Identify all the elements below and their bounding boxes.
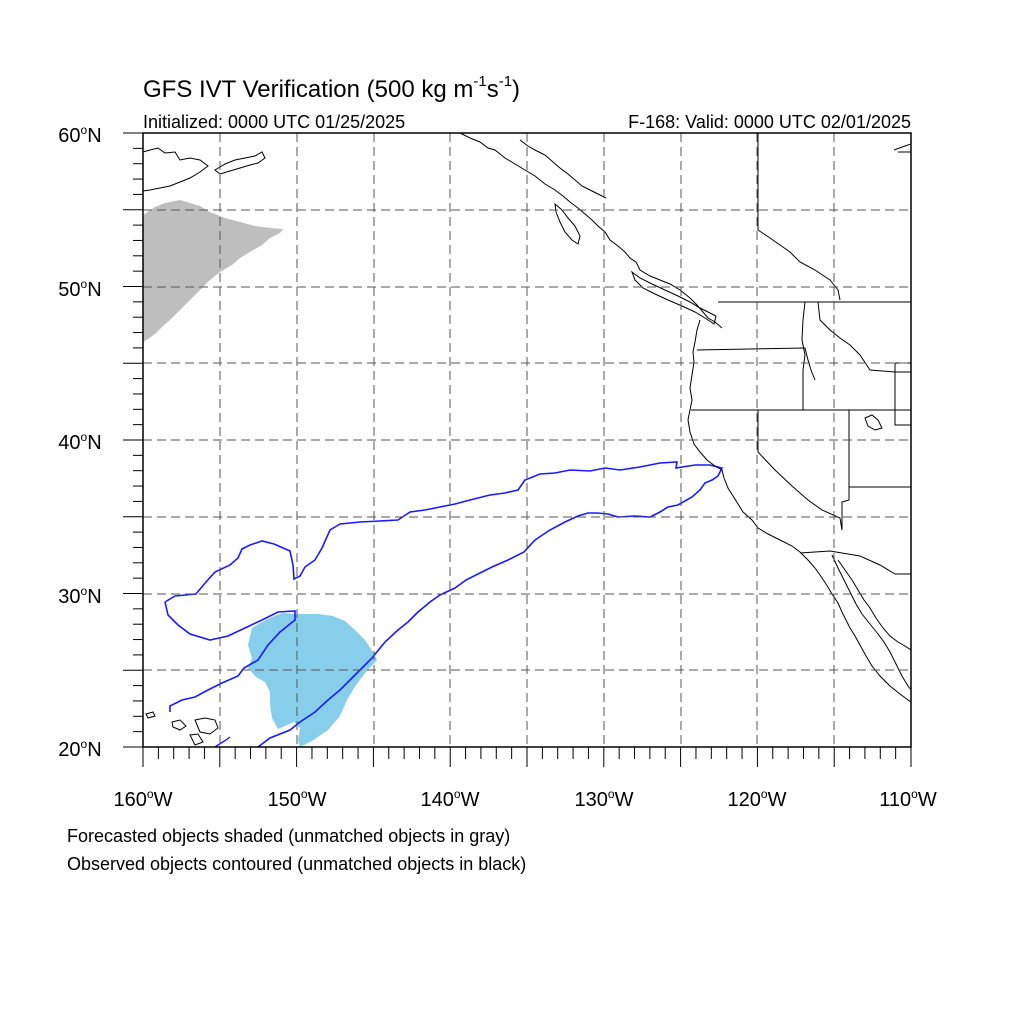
lat-label-30: 30oN [58,584,101,608]
footer-observed-note: Observed objects contoured (unmatched ob… [67,854,526,874]
lon-label-140: 140oW [421,787,480,811]
lon-label-120: 120oW [728,787,787,811]
lat-label-60: 60oN [58,123,101,147]
lat-label-40: 40oN [58,430,101,454]
valid-time: F-168: Valid: 0000 UTC 02/01/2025 [628,112,911,132]
lon-label-150: 150oW [268,787,327,811]
lon-label-110: 110oW [879,787,937,811]
unmatched-forecast-object [143,200,283,342]
footer-forecast-note: Forecasted objects shaded (unmatched obj… [67,826,510,846]
matched-observed-contour-west-arm [164,601,296,712]
initialized-time: Initialized: 0000 UTC 01/25/2025 [143,112,405,132]
map-title: GFS IVT Verification (500 kg m-1s-1) [143,73,520,103]
map-grid [143,133,911,747]
lat-label-20: 20oN [58,737,101,761]
lon-label-160: 160oW [114,787,173,811]
lat-label-50: 50oN [58,277,101,301]
latitude-labels: 60oN 50oN 40oN 30oN 20oN [58,123,101,761]
matched-observed-contour [164,461,724,747]
longitude-labels: 160oW 150oW 140oW 130oW 120oW 110oW [114,787,937,811]
axis-ticks [123,132,912,767]
matched-observed-contour-fragment [214,736,231,747]
lon-label-130: 130oW [575,787,634,811]
matched-forecast-object [248,613,377,747]
